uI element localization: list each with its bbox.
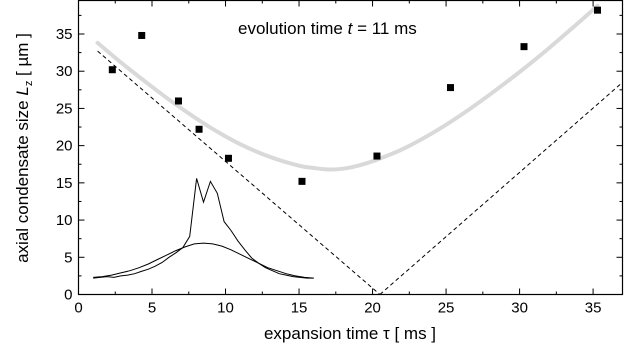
evolution-time-annotation: evolution time t = 11 ms bbox=[238, 19, 417, 38]
data-point bbox=[195, 125, 203, 133]
y-tick-label: 0 bbox=[64, 287, 72, 304]
dashed-asymptote-line bbox=[97, 50, 381, 295]
inset-profile-data bbox=[93, 178, 314, 279]
data-point bbox=[520, 43, 528, 51]
x-tick-label: 20 bbox=[364, 300, 381, 317]
y-tick-label: 20 bbox=[56, 138, 73, 155]
y-tick-label: 10 bbox=[56, 212, 73, 229]
tick-layer: 0 5 10 15 20 25 30 35 0 5 10 15 20 25 30 35 bbox=[56, 0, 623, 317]
data-point bbox=[138, 31, 146, 39]
y-axis-title: axial condensate size Lz [ µm ] bbox=[13, 33, 35, 263]
x-axis-title: expansion time τ [ ms ] bbox=[264, 324, 436, 343]
data-point bbox=[594, 6, 602, 14]
x-tick-label: 5 bbox=[148, 300, 156, 317]
curve-layer bbox=[93, 3, 623, 295]
x-tick-label: 10 bbox=[217, 300, 234, 317]
plot-frame bbox=[77, 0, 624, 296]
y-tick-label: 25 bbox=[56, 100, 73, 117]
x-tick-label: 35 bbox=[585, 300, 602, 317]
data-point bbox=[224, 154, 232, 162]
data-point bbox=[298, 177, 306, 185]
fit-curve bbox=[95, 3, 600, 172]
data-point bbox=[373, 152, 381, 160]
x-tick-label: 30 bbox=[511, 300, 528, 317]
y-tick-label: 30 bbox=[56, 63, 73, 80]
data-point bbox=[108, 66, 116, 74]
x-tick-label: 0 bbox=[74, 300, 82, 317]
x-tick-label: 15 bbox=[291, 300, 308, 317]
y-tick-label: 15 bbox=[56, 175, 73, 192]
y-tick-label: 5 bbox=[64, 249, 72, 266]
y-tick-label: 35 bbox=[56, 26, 73, 43]
dashed-asymptote-line bbox=[379, 81, 623, 295]
data-point bbox=[174, 97, 182, 105]
data-point bbox=[446, 84, 454, 92]
marker-layer bbox=[108, 6, 602, 185]
x-tick-label: 25 bbox=[438, 300, 455, 317]
inset-profile-fit bbox=[93, 242, 314, 279]
